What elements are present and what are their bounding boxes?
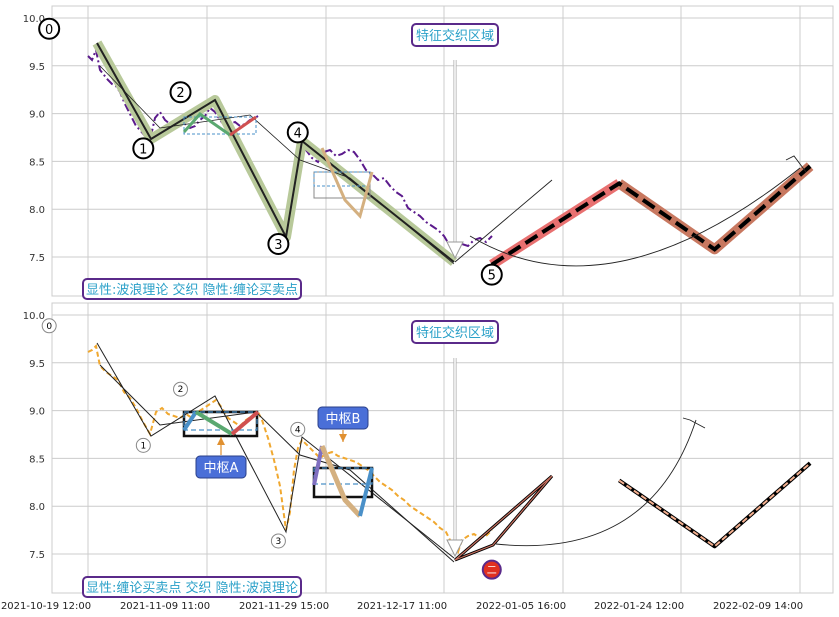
x-tick-label: 2021-11-09 11:00 bbox=[120, 601, 210, 612]
bottom-spike-triangle-inner bbox=[454, 475, 553, 561]
zone-b-label: 中枢B bbox=[326, 412, 361, 427]
wave-point-label: 二 bbox=[487, 566, 497, 577]
wave-point-marker bbox=[286, 121, 309, 144]
top-target-spike bbox=[454, 179, 553, 263]
top-target-tick bbox=[785, 155, 807, 173]
x-tick-label: 2022-01-24 12:00 bbox=[594, 601, 684, 612]
wave-point-marker bbox=[135, 437, 151, 453]
wave-point-label: 0 bbox=[46, 322, 52, 332]
top-gridlines bbox=[52, 6, 833, 296]
wave-point-marker bbox=[169, 81, 192, 104]
wave-point-label: 4 bbox=[295, 425, 301, 435]
x-tick-label: 2022-02-09 14:00 bbox=[713, 601, 803, 612]
wave-point-label: 2 bbox=[178, 385, 184, 395]
x-tick-label: 2022-01-05 16:00 bbox=[476, 601, 566, 612]
top-annotation-box bbox=[411, 23, 499, 47]
wave-point-label: 0 bbox=[45, 23, 53, 38]
y-tick-label: 9.0 bbox=[29, 110, 45, 121]
wave-point-label: 2 bbox=[176, 86, 184, 101]
top-forecast-line bbox=[490, 164, 812, 267]
top-target-curve bbox=[469, 167, 801, 267]
bottom-wave-labels: 0 1 2 3 4 二 bbox=[41, 318, 502, 580]
y-tick-label: 7.5 bbox=[29, 550, 45, 561]
bottom-legend-box bbox=[82, 576, 302, 598]
top-annotation-arrowhead bbox=[446, 241, 464, 260]
bottom-target-curve bbox=[495, 419, 697, 547]
bottom-zone-b bbox=[312, 445, 374, 518]
y-tick-label: 10.0 bbox=[23, 14, 45, 25]
bottom-legend-text: 显性:缠论买卖点 交织 隐性:波浪理论 bbox=[86, 580, 298, 596]
bottom-y-tick-labels: 10.0 9.5 9.0 8.5 8.0 7.5 bbox=[23, 311, 45, 561]
top-annotation-text: 特征交织区域 bbox=[416, 28, 494, 44]
x-tick-label: 2021-10-19 12:00 bbox=[1, 601, 91, 612]
wave-point-marker bbox=[481, 559, 502, 580]
wave-point-marker bbox=[480, 263, 503, 286]
bottom-chart-panel: 10.0 9.5 9.0 8.5 8.0 7.5 bbox=[23, 302, 834, 598]
bottom-zone-a bbox=[182, 410, 260, 438]
y-tick-label: 9.5 bbox=[29, 359, 45, 370]
y-tick-label: 10.0 bbox=[23, 311, 45, 322]
y-tick-label: 8.5 bbox=[29, 157, 45, 168]
top-zone-b bbox=[313, 147, 374, 219]
y-tick-label: 8.0 bbox=[29, 502, 45, 513]
zone-a-label: 中枢A bbox=[204, 461, 239, 476]
wave-point-marker bbox=[38, 17, 61, 40]
wave-point-label: 1 bbox=[139, 142, 147, 157]
wave-point-label: 1 bbox=[140, 441, 146, 451]
y-tick-label: 9.5 bbox=[29, 62, 45, 73]
wave-point-marker bbox=[290, 421, 306, 437]
top-y-tick-labels: 10.0 9.5 9.0 8.5 8.0 7.5 bbox=[23, 14, 45, 264]
wave-point-marker bbox=[173, 381, 189, 397]
top-zone-a bbox=[182, 112, 257, 137]
bottom-forecast-line bbox=[618, 462, 811, 548]
y-tick-label: 9.0 bbox=[29, 407, 45, 418]
wave-point-label: 5 bbox=[488, 269, 496, 284]
top-legend-box bbox=[82, 278, 302, 300]
wave-point-marker bbox=[270, 533, 286, 549]
bottom-annotation-arrowhead bbox=[446, 539, 464, 558]
wave-point-marker bbox=[132, 137, 155, 160]
top-wave-labels: 0 1 2 3 4 5 bbox=[38, 17, 503, 286]
zone-b-callout: 中枢B bbox=[317, 406, 369, 442]
wave-point-label: 3 bbox=[276, 537, 282, 547]
x-tick-labels: 2021-10-19 12:00 2021-11-09 11:00 2021-11-… bbox=[1, 601, 803, 612]
bottom-annotation-text: 特征交织区域 bbox=[416, 325, 494, 341]
wave-point-marker bbox=[267, 232, 290, 255]
zone-a-callout: 中枢A bbox=[195, 437, 247, 479]
bottom-plot-frame bbox=[51, 302, 834, 594]
bottom-target-tick bbox=[682, 417, 706, 429]
x-tick-label: 2021-11-29 15:00 bbox=[239, 601, 329, 612]
wave-point-label: 4 bbox=[294, 126, 302, 141]
y-tick-label: 8.5 bbox=[29, 454, 45, 465]
top-legend-text: 显性:波浪理论 交织 隐性:缠论买卖点 bbox=[86, 282, 298, 298]
wave-point-label: 3 bbox=[274, 238, 282, 253]
bottom-annotation-box bbox=[411, 320, 499, 344]
y-tick-label: 7.5 bbox=[29, 253, 45, 264]
y-tick-label: 8.0 bbox=[29, 205, 45, 216]
wave-point-marker bbox=[41, 318, 57, 334]
top-chart-panel: 10.0 9.5 9.0 8.5 8.0 7.5 bbox=[23, 5, 834, 300]
x-tick-label: 2021-12-17 11:00 bbox=[357, 601, 447, 612]
